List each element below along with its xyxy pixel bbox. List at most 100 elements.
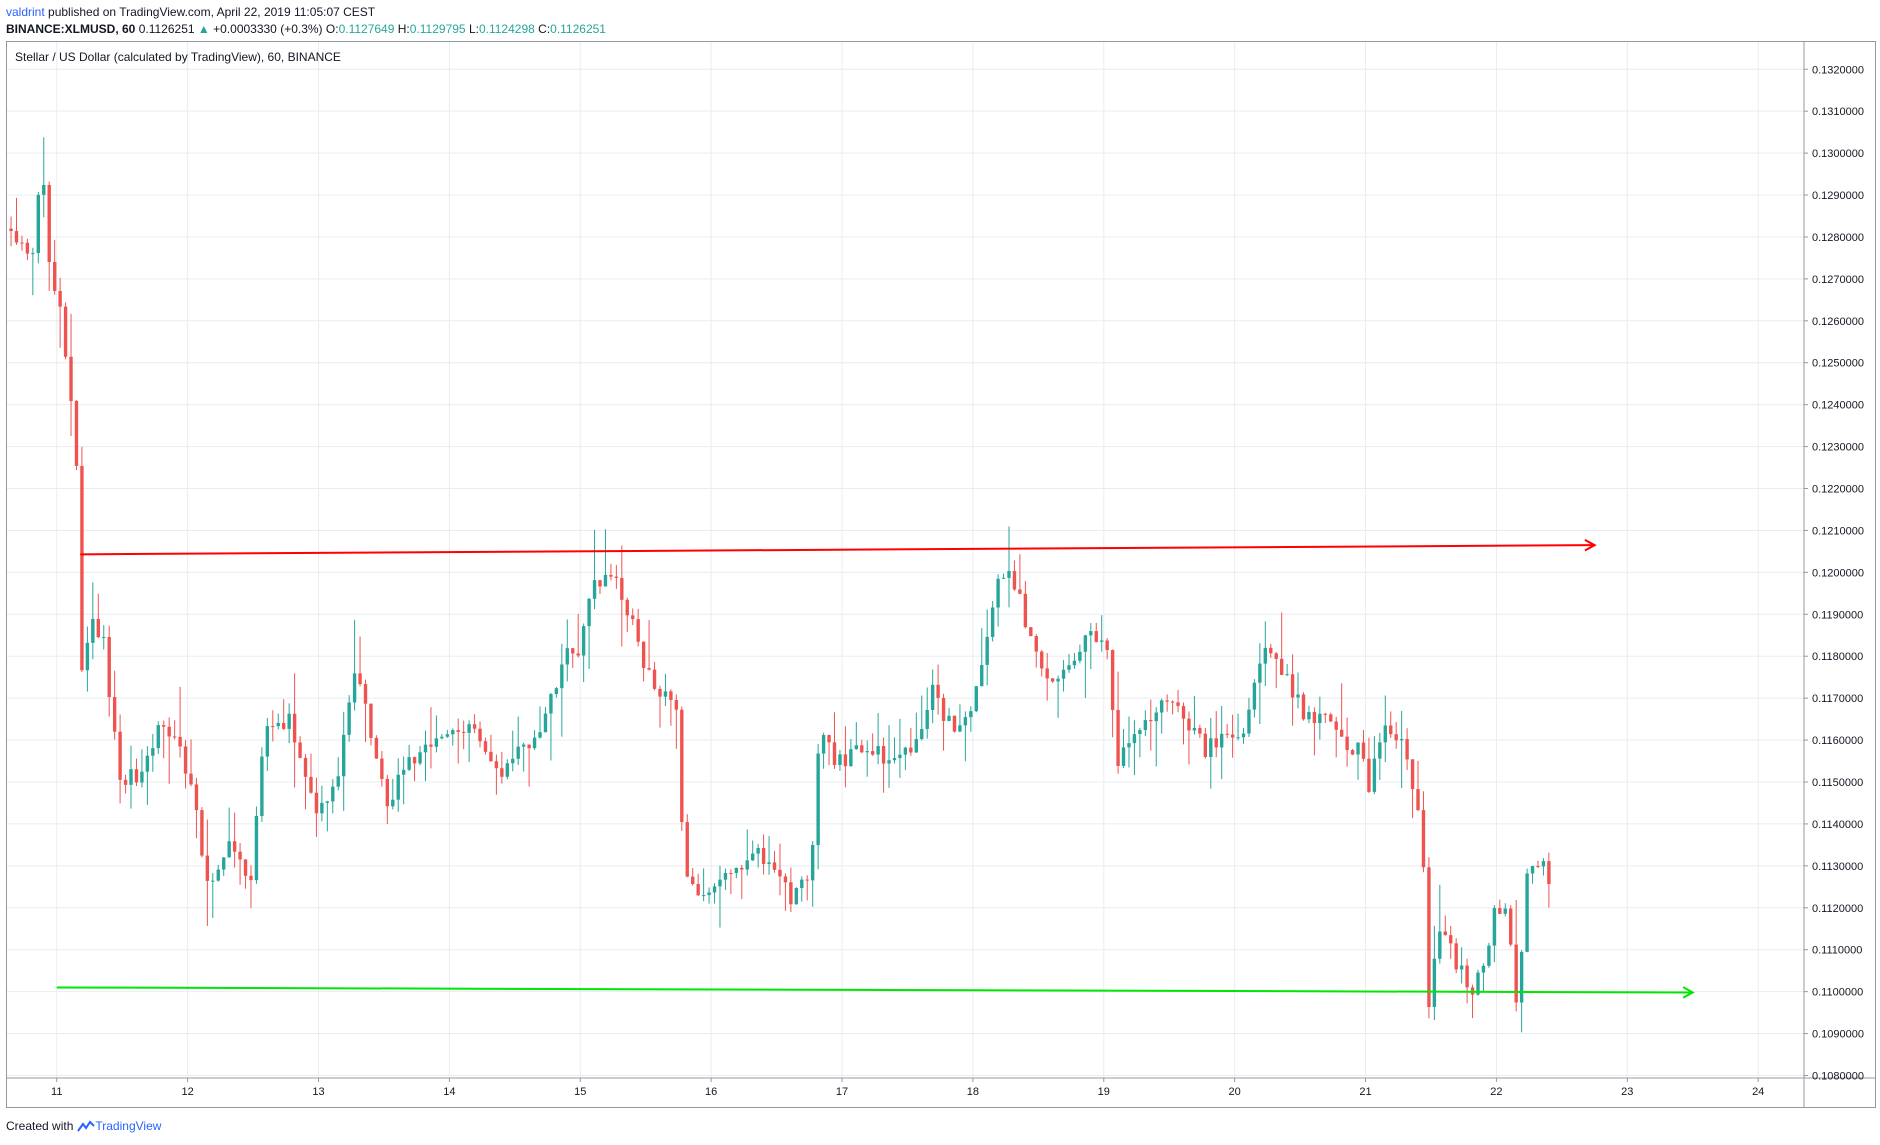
candle-body bbox=[1236, 737, 1240, 739]
candle-body bbox=[172, 736, 177, 738]
candle-body bbox=[1503, 908, 1507, 914]
candle-body bbox=[1279, 658, 1284, 675]
candle-body bbox=[483, 741, 488, 752]
candle-body bbox=[1318, 713, 1322, 724]
candle-body bbox=[701, 895, 706, 897]
candle-body bbox=[1203, 733, 1208, 757]
candle-body bbox=[434, 738, 439, 747]
candle-body bbox=[1339, 729, 1344, 737]
tradingview-brand[interactable]: TradingView bbox=[77, 1119, 161, 1133]
candle-body bbox=[260, 756, 264, 816]
candle-body bbox=[472, 724, 477, 729]
candle-body bbox=[620, 577, 624, 600]
price-tick-label: 0.1270000 bbox=[1812, 274, 1864, 286]
price-change: +0.0003330 (+0.3%) bbox=[213, 22, 323, 36]
candle-body bbox=[118, 731, 122, 780]
time-tick-label: 24 bbox=[1752, 1086, 1764, 1098]
candle-body bbox=[1061, 669, 1066, 679]
time-tick-label: 22 bbox=[1490, 1086, 1502, 1098]
candle-body bbox=[691, 876, 695, 884]
candle-body bbox=[1170, 701, 1175, 703]
candle-body bbox=[1045, 668, 1049, 679]
candle-body bbox=[456, 730, 460, 732]
candle-body bbox=[658, 688, 662, 697]
candle-body bbox=[1449, 935, 1453, 944]
chart-frame[interactable]: Stellar / US Dollar (calculated by Tradi… bbox=[6, 41, 1876, 1108]
time-tick-label: 21 bbox=[1359, 1086, 1371, 1098]
candle-body bbox=[1323, 713, 1327, 715]
candle-body bbox=[282, 722, 286, 729]
candle-body bbox=[1110, 650, 1115, 711]
candle-body bbox=[194, 784, 199, 811]
candle-body bbox=[723, 873, 728, 880]
price-tick-label: 0.1080000 bbox=[1812, 1070, 1864, 1082]
candle-body bbox=[887, 760, 891, 764]
candle-body bbox=[1345, 736, 1349, 751]
candle-body bbox=[1105, 640, 1109, 651]
price-tick-label: 0.1180000 bbox=[1812, 651, 1863, 663]
candle-body bbox=[342, 734, 346, 777]
last-price: 0.1126251 bbox=[138, 22, 195, 36]
price-tick-label: 0.1230000 bbox=[1812, 442, 1864, 454]
candlestick-chart[interactable]: Stellar / US Dollar (calculated by Tradi… bbox=[7, 42, 1875, 1107]
candle-body bbox=[538, 732, 542, 738]
candle-body bbox=[385, 778, 390, 807]
candle-body bbox=[1378, 742, 1382, 759]
candle-body bbox=[200, 810, 204, 856]
candle-body bbox=[445, 734, 449, 737]
candle-body bbox=[58, 290, 62, 307]
candle-body bbox=[729, 873, 733, 875]
candle-body bbox=[467, 724, 471, 733]
candle-body bbox=[69, 356, 73, 401]
candle-body bbox=[1301, 694, 1306, 720]
candle-body bbox=[265, 726, 270, 757]
candle-body bbox=[178, 736, 182, 747]
candle-body bbox=[494, 761, 499, 769]
brand-name: TradingView bbox=[95, 1119, 162, 1133]
candle-body bbox=[374, 737, 379, 759]
symbol-info-bar: BINANCE:XLMUSD, 60 0.1126251 ▲ +0.000333… bbox=[6, 22, 606, 36]
price-tick-label: 0.1160000 bbox=[1812, 735, 1863, 747]
high-value: 0.1129795 bbox=[409, 22, 466, 36]
candle-body bbox=[1274, 653, 1278, 659]
time-tick-label: 23 bbox=[1621, 1086, 1633, 1098]
candle-body bbox=[9, 228, 13, 232]
candle-body bbox=[440, 736, 444, 739]
candle-body bbox=[52, 261, 57, 291]
candle-body bbox=[167, 726, 171, 737]
candle-body bbox=[543, 713, 548, 733]
candle-body bbox=[1176, 702, 1180, 707]
support-arrow-head bbox=[1682, 986, 1695, 999]
price-tick-label: 0.1150000 bbox=[1812, 777, 1863, 789]
time-tick-label: 11 bbox=[51, 1086, 62, 1098]
candle-body bbox=[162, 725, 166, 727]
resistance-arrow-head bbox=[1584, 539, 1597, 552]
published-text: published on TradingView.com, April 22, … bbox=[48, 5, 376, 19]
price-tick-label: 0.1220000 bbox=[1812, 484, 1864, 496]
candle-body bbox=[1214, 738, 1218, 748]
candle-body bbox=[854, 745, 859, 750]
candle-body bbox=[1187, 718, 1191, 731]
candle-body bbox=[1143, 720, 1148, 731]
candle-body bbox=[892, 758, 897, 761]
created-with-text: Created with bbox=[6, 1119, 74, 1133]
author-link[interactable]: valdrint bbox=[6, 5, 45, 19]
candle-body bbox=[636, 619, 640, 642]
candle-body bbox=[521, 744, 526, 747]
candle-body bbox=[358, 673, 362, 685]
candle-body bbox=[249, 875, 253, 881]
candle-body bbox=[320, 802, 324, 814]
candle-body bbox=[1498, 908, 1502, 914]
candle-body bbox=[625, 599, 629, 616]
candle-body bbox=[1040, 651, 1044, 669]
price-tick-label: 0.1280000 bbox=[1812, 232, 1864, 244]
symbol: BINANCE:XLMUSD, 60 bbox=[6, 22, 136, 36]
time-tick-label: 13 bbox=[312, 1086, 324, 1098]
candle-body bbox=[478, 728, 482, 742]
candle-body bbox=[287, 713, 291, 729]
candle-body bbox=[1367, 758, 1371, 792]
candles bbox=[9, 137, 1551, 1033]
candle-body bbox=[958, 725, 962, 732]
candle-body bbox=[963, 717, 968, 726]
candle-body bbox=[151, 748, 155, 756]
